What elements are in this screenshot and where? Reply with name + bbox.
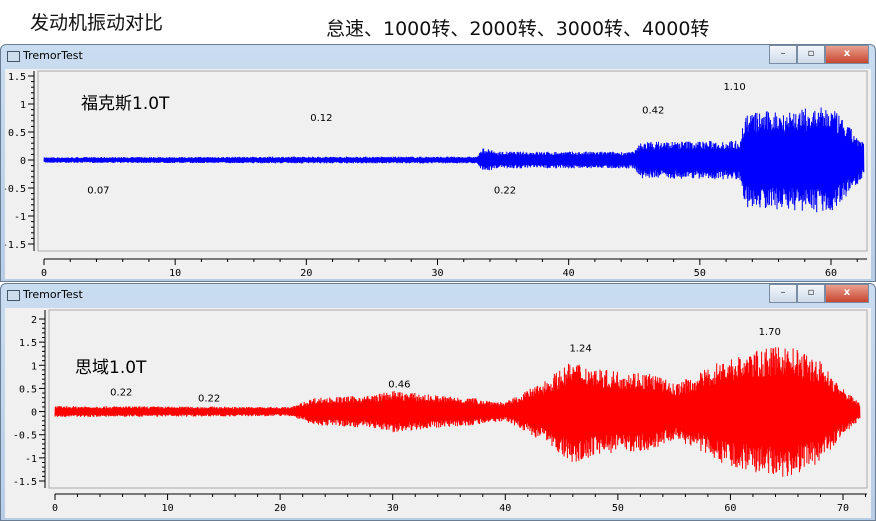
peak-annotation: 0.22	[110, 387, 132, 398]
peak-annotation: 0.42	[642, 106, 664, 117]
x-tick-label: 40	[499, 503, 511, 514]
y-tick-label: -1	[14, 212, 26, 223]
maximize-button[interactable]: ▫	[797, 284, 825, 303]
title-bar[interactable]: TremorTest – ▫ x	[1, 45, 875, 67]
maximize-button[interactable]: ▫	[797, 45, 825, 64]
x-tick-label: 60	[724, 503, 736, 514]
y-tick-label: 0	[20, 156, 26, 167]
x-tick-label: 20	[274, 503, 286, 514]
minimize-button[interactable]: –	[769, 284, 797, 303]
chart-label: 福克斯1.0T	[81, 94, 170, 114]
chart-fox: 1.5 1 0.5 0 -0.5 -1 -1.5 0 10 20 30 40 50 60 福克斯1.0T 0.…	[5, 69, 871, 279]
x-tick-label: 10	[169, 268, 181, 279]
y-tick-label: 1.5	[8, 72, 26, 83]
tremor-window-1: TremorTest –▫x 1.5 1 0.5 0 -0.5 -1 -1.5 0 10 20 30…	[0, 44, 876, 282]
peak-annotation: 1.24	[569, 343, 591, 354]
x-tick-label: 40	[563, 268, 575, 279]
minimize-button[interactable]: –	[769, 45, 797, 64]
peak-annotation: 1.70	[759, 327, 781, 338]
x-tick-label: 0	[52, 503, 58, 514]
peak-annotation: 0.07	[87, 186, 109, 197]
y-tick-label: -0.5	[13, 431, 37, 442]
peak-annotation: 0.22	[198, 393, 220, 404]
peak-annotation: 0.46	[388, 380, 410, 391]
x-tick-label: 50	[694, 268, 706, 279]
y-tick-label: -1	[25, 454, 37, 465]
x-tick-label: 0	[41, 268, 47, 279]
y-tick-label: 1	[31, 361, 37, 372]
app-icon	[7, 51, 20, 62]
window-title: TremorTest	[23, 49, 83, 62]
page-subtitle: 怠速、1000转、2000转、3000转、4000转	[326, 18, 710, 40]
peak-annotation: 0.12	[310, 113, 332, 124]
page-title: 发动机振动对比	[30, 12, 164, 34]
y-tick-label: 1.5	[19, 338, 37, 349]
y-tick-label: -1.5	[5, 240, 26, 251]
x-tick-label: 60	[825, 268, 837, 279]
peak-annotation: 1.10	[723, 82, 745, 93]
x-tick-label: 70	[837, 503, 849, 514]
app-icon	[7, 290, 20, 301]
title-bar[interactable]: TremorTest – ▫ x	[1, 284, 875, 306]
y-tick-label: 0.5	[19, 384, 37, 395]
x-tick-label: 30	[431, 268, 443, 279]
close-button[interactable]: x	[825, 45, 869, 64]
y-tick-label: 0	[31, 408, 37, 419]
close-button[interactable]: x	[825, 284, 869, 303]
x-tick-label: 10	[162, 503, 174, 514]
y-tick-label: 1	[20, 100, 26, 111]
x-tick-label: 20	[300, 268, 312, 279]
x-tick-label: 50	[612, 503, 624, 514]
peak-annotation: 0.22	[494, 186, 516, 197]
window-title: TremorTest	[23, 288, 83, 301]
x-tick-label: 30	[387, 503, 399, 514]
y-tick-label: -0.5	[5, 184, 26, 195]
y-tick-label: 2	[31, 315, 37, 326]
chart-civic: 2 1.5 1 0.5 0 -0.5 -1 -1.5 0 10 20 30 40 50 60 70 思域1.0T…	[5, 308, 871, 518]
tremor-window-2: TremorTest – ▫ x 2 1.5 1 0.5 0 -0.5 -1 -1.5 0 10 20 3…	[0, 283, 876, 521]
chart-label: 思域1.0T	[75, 358, 147, 378]
y-tick-label: -1.5	[13, 477, 37, 488]
waveform-series	[43, 107, 865, 213]
y-tick-label: 0.5	[8, 128, 26, 139]
